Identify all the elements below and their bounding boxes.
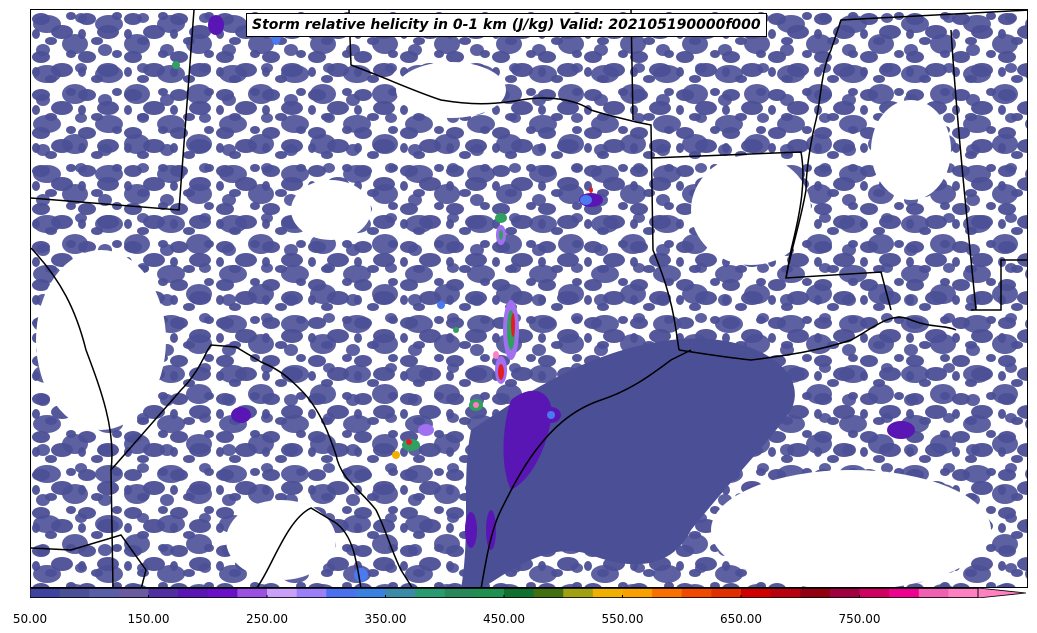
- colorbar-segment: [533, 588, 564, 598]
- colorbar-segment: [800, 588, 831, 598]
- colorbar-tick-label: 150.00: [127, 612, 170, 626]
- colorbar-segment: [118, 588, 149, 598]
- colorbar-segment: [267, 588, 298, 598]
- colorbar-segment: [59, 588, 90, 598]
- colorbar-segment: [770, 588, 801, 598]
- colorbar-segment: [89, 588, 120, 598]
- colorbar-segment: [741, 588, 772, 598]
- colorbar-segment: [681, 588, 712, 598]
- colorbar-segment: [829, 588, 860, 598]
- colorbar-segment: [918, 588, 949, 598]
- boundary-lines: [31, 10, 1027, 587]
- colorbar-segment: [415, 588, 446, 598]
- colorbar-extend-arrow: [977, 588, 1027, 598]
- colorbar-segment: [207, 588, 238, 598]
- map-canvas: [31, 10, 1027, 587]
- colorbar-segment: [592, 588, 623, 598]
- colorbar-segment: [504, 588, 535, 598]
- colorbar-segment: [859, 588, 890, 598]
- colorbar-tick-label: 50.00: [12, 612, 48, 626]
- colorbar-segment: [563, 588, 594, 598]
- colorbar-segment: [948, 588, 979, 598]
- colorbar-segment: [385, 588, 416, 598]
- map-title: Storm relative helicity in 0-1 km (J/kg)…: [246, 13, 767, 37]
- colorbar-segment: [355, 588, 386, 598]
- colorbar-segment: [237, 588, 268, 598]
- colorbar-tick-label: 350.00: [364, 612, 407, 626]
- colorbar-segment: [296, 588, 327, 598]
- colorbar-segment: [30, 588, 61, 598]
- map-panel: [30, 9, 1028, 588]
- colorbar-segment: [889, 588, 920, 598]
- colorbar-segment: [474, 588, 505, 598]
- colorbar-segment: [652, 588, 683, 598]
- colorbar-tick-label: 550.00: [601, 612, 644, 626]
- colorbar-segment: [178, 588, 209, 598]
- colorbar-tick-label: 650.00: [720, 612, 762, 626]
- colorbar-tick-label: 250.00: [246, 612, 288, 626]
- colorbar-tick-label: 750.00: [838, 612, 881, 626]
- colorbar-segment: [444, 588, 475, 598]
- coastline: [480, 349, 692, 587]
- colorbar-segment: [622, 588, 653, 598]
- colorbar-segment: [148, 588, 179, 598]
- colorbar: [30, 588, 1027, 598]
- colorbar-segment: [711, 588, 742, 598]
- helicity-field: [31, 10, 1027, 587]
- colorbar-segment: [326, 588, 357, 598]
- colorbar-tick-label: 450.00: [483, 612, 525, 626]
